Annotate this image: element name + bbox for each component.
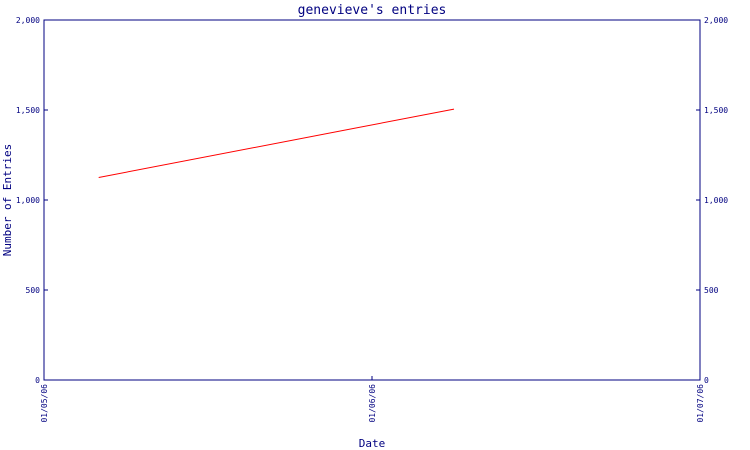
series-group [98,108,455,178]
series-line [98,108,455,178]
y-tick-label-left: 0 [35,376,40,385]
y-tick-label-right: 2,000 [704,16,728,25]
y-axis-left: 0 500 1,000 1,500 2,000 [16,16,48,385]
plot-area-frame [43,19,701,381]
chart-title: genevieve's entries [298,3,447,18]
y-tick-label-left: 500 [26,286,41,295]
y-tick-label-right: 1,500 [704,106,728,115]
x-tick-label: 01/07/06 [696,384,705,423]
x-axis: 01/05/06 01/06/06 01/07/06 [40,376,705,423]
y-tick-label-left: 1,000 [16,196,40,205]
y-tick-label-left: 1,500 [16,106,40,115]
y-axis-right: 0 500 1,000 1,500 2,000 [696,16,728,385]
x-tick-label: 01/05/06 [40,384,49,423]
x-axis-label: Date [359,437,386,450]
y-tick-label-right: 500 [704,286,719,295]
y-tick-label-left: 2,000 [16,16,40,25]
y-tick-label-right: 0 [704,376,709,385]
y-axis-label: Number of Entries [1,144,14,257]
x-tick-label: 01/06/06 [368,384,377,423]
y-tick-label-right: 1,000 [704,196,728,205]
